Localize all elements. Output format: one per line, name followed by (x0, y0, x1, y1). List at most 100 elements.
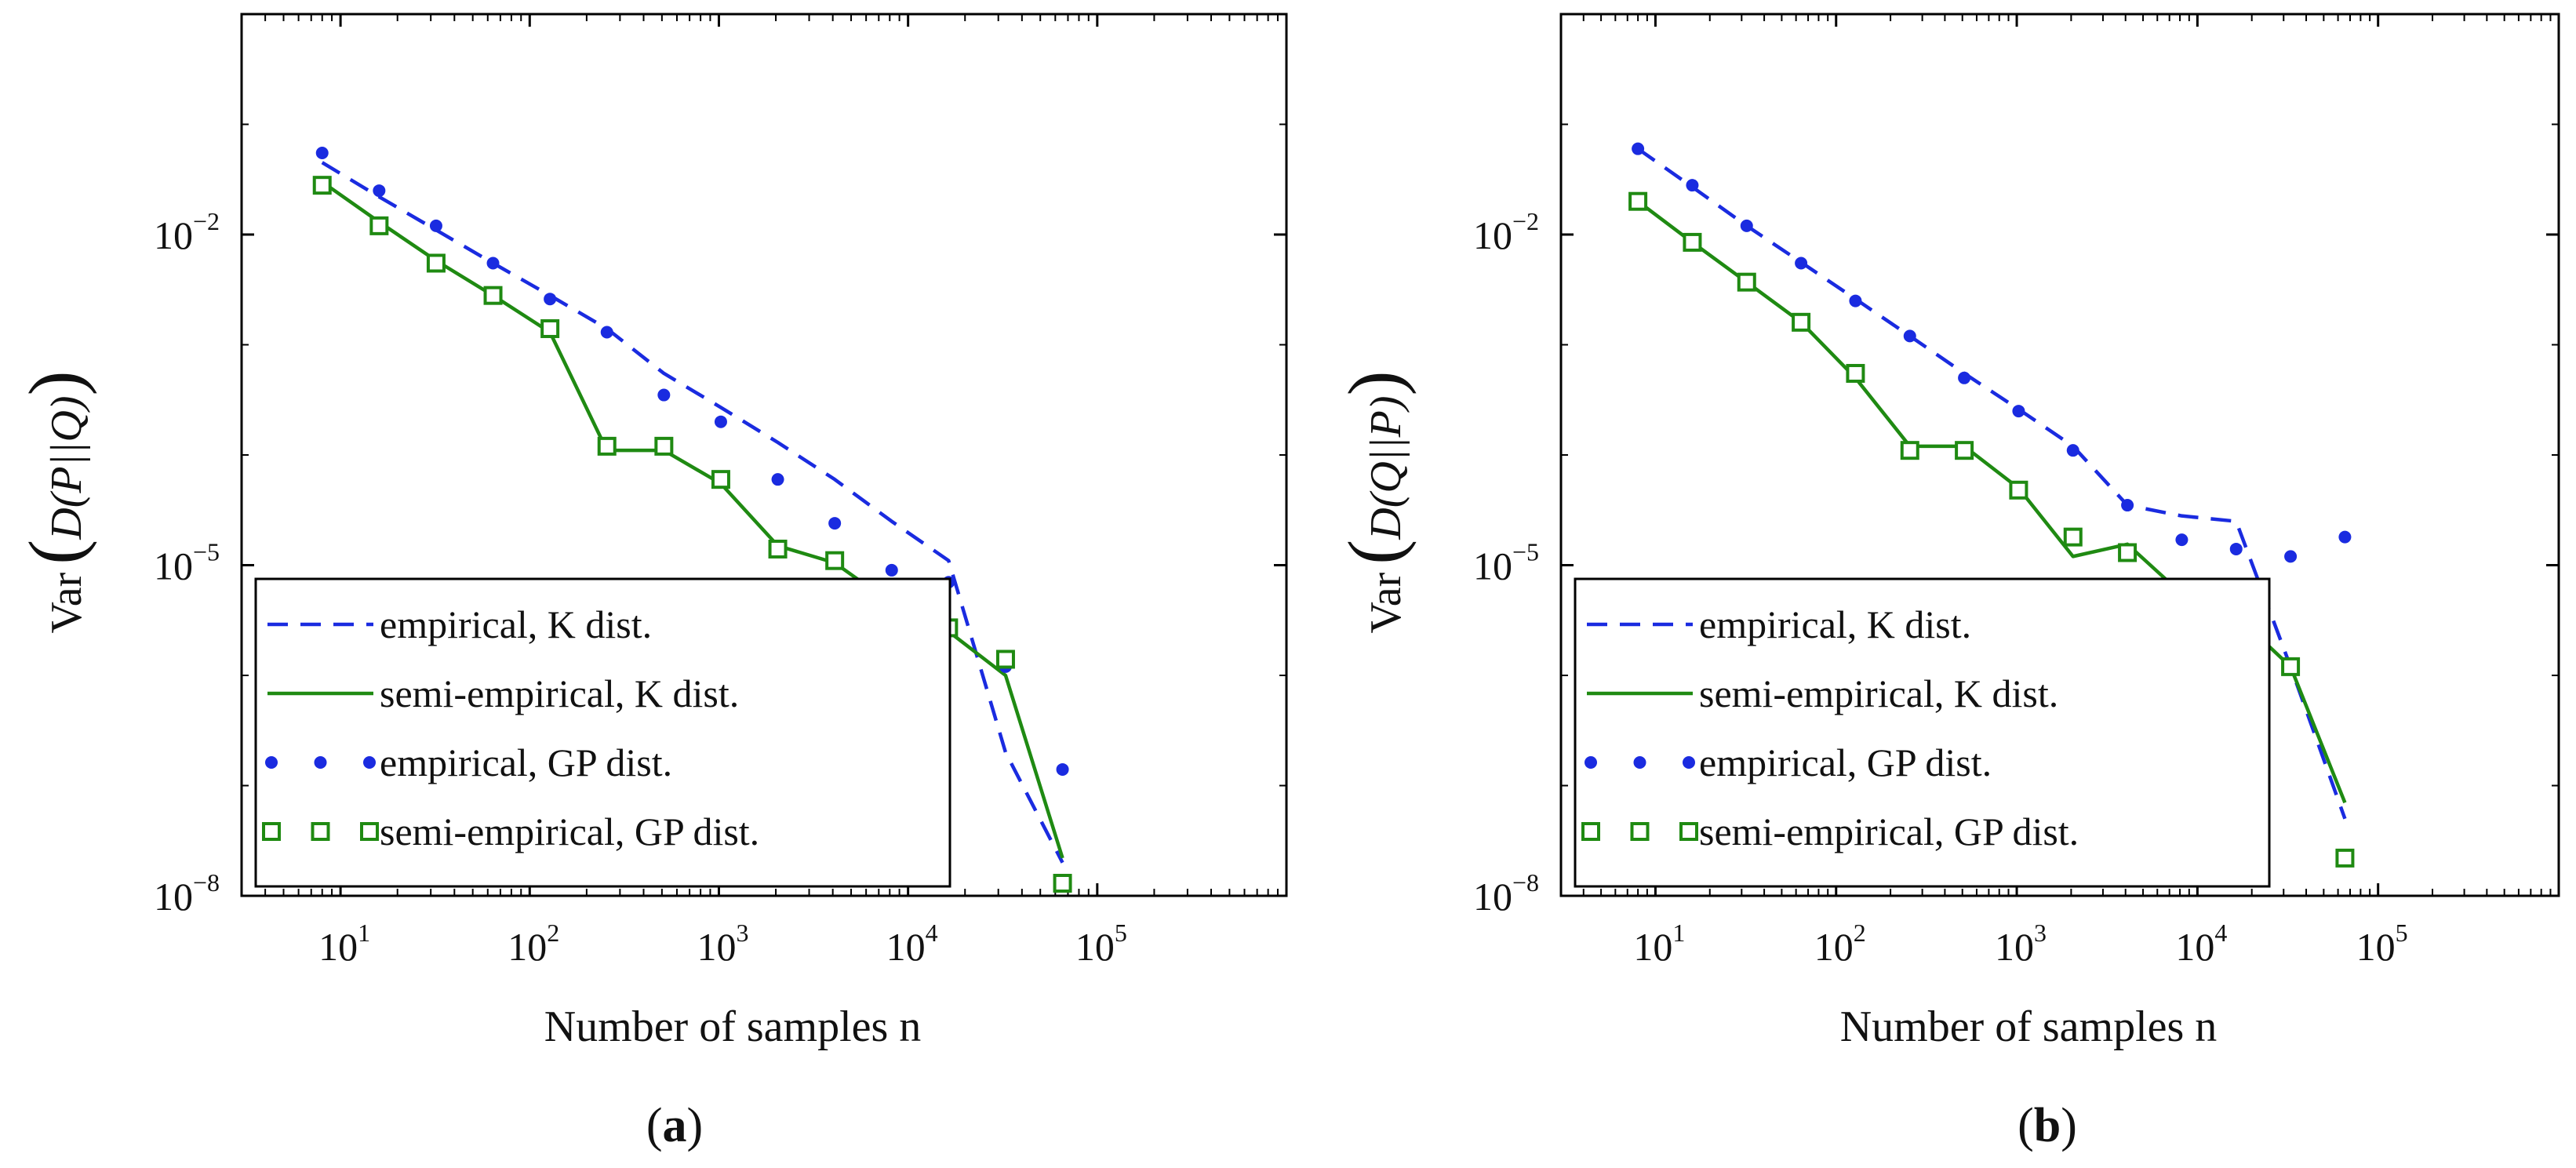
y-axis-label-hat: D (1362, 508, 1410, 540)
y-tick-label: 10−2 (1473, 207, 1539, 257)
legend-swatch-square (262, 822, 281, 841)
semi-empirical-gp-point (654, 436, 674, 456)
empirical-gp-point (771, 473, 784, 486)
legend-frame (1574, 577, 2271, 888)
semi-empirical-gp-point (2063, 527, 2083, 547)
empirical-gp-point (714, 415, 727, 428)
legend-swatch-square (1581, 822, 1600, 841)
semi-empirical-gp-point (2009, 480, 2028, 500)
y-tick-base: 10 (154, 544, 193, 588)
y-tick-base: 10 (154, 213, 193, 257)
x-tick-base: 10 (1995, 925, 2034, 969)
semi-empirical-gp-point (1846, 363, 1865, 383)
semi-empirical-gp-point (2281, 657, 2301, 676)
semi-empirical-gp-point (1737, 272, 1756, 292)
empirical-gp-point (1632, 142, 1645, 155)
y-tick-exponent: −8 (193, 868, 220, 897)
y-tick-label: 10−8 (154, 868, 220, 919)
x-tick-label: 101 (1633, 919, 1685, 969)
empirical-gp-point (1686, 179, 1699, 192)
x-tick-base: 10 (318, 925, 358, 969)
y-tick-base: 10 (1473, 875, 1512, 919)
y-tick-exponent: −2 (193, 207, 220, 235)
semi-empirical-gp-point (1955, 441, 1974, 460)
y-axis-label-args: (Q||P) (1362, 396, 1410, 508)
x-tick-label: 105 (2356, 919, 2408, 969)
semi-empirical-gp-point (768, 539, 788, 559)
x-axis-label: Number of samples n (1840, 1002, 2218, 1051)
empirical-gp-point (486, 257, 500, 270)
empirical-gp-point (2338, 530, 2352, 544)
x-tick-label: 102 (1814, 919, 1866, 969)
x-tick-exponent: 1 (358, 919, 370, 947)
x-axis-label: Number of samples n (544, 1002, 922, 1051)
y-tick-exponent: −2 (1512, 207, 1539, 235)
legend-swatch-dot (265, 756, 278, 769)
panel-label-open: ( (646, 1099, 663, 1152)
y-axis-label-open: ( (13, 540, 97, 565)
semi-empirical-gp-point (369, 216, 389, 235)
y-axis-label-close: ) (13, 371, 97, 396)
plot-area (312, 146, 1072, 893)
legend-swatch-dot (1633, 756, 1646, 769)
semi-empirical-gp-point (1683, 232, 1702, 252)
x-tick-exponent: 3 (736, 919, 748, 947)
x-tick-exponent: 4 (926, 919, 938, 947)
y-tick-label: 10−5 (1473, 538, 1539, 588)
legend-swatch-dot (363, 756, 376, 769)
x-tick-base: 10 (2175, 925, 2214, 969)
empirical-gp-point (885, 563, 898, 577)
x-tick-base: 10 (697, 925, 736, 969)
y-tick-base: 10 (154, 875, 193, 919)
empirical-gp-point (429, 219, 442, 232)
legend-label: semi-empirical, GP dist. (1699, 810, 2079, 853)
legend: empirical, K dist. semi-empirical, K dist… (1574, 577, 2271, 888)
semi-empirical-gp-point (426, 253, 446, 273)
panel-label: (a) (646, 1099, 703, 1152)
empirical-gp-point (1740, 219, 1753, 232)
x-tick-label: 104 (2175, 919, 2227, 969)
y-tick-exponent: −5 (193, 538, 220, 566)
semi-empirical-gp-point (1792, 312, 1811, 332)
panel-label-letter: a (663, 1099, 687, 1152)
x-tick-base: 10 (886, 925, 926, 969)
semi-empirical-gp-point (2335, 848, 2355, 868)
semi-empirical-gp-point (711, 470, 730, 489)
y-axis-label: Var (D(P||Q)) (13, 371, 97, 634)
x-tick-label: 102 (508, 919, 559, 969)
legend-swatch-square (1630, 822, 1650, 841)
panel-label-letter: b (2034, 1099, 2061, 1152)
series-empirical-k-line (1636, 147, 2347, 820)
x-tick-exponent: 2 (1854, 919, 1866, 947)
empirical-gp-point (2066, 444, 2079, 457)
legend: empirical, K dist. semi-empirical, K dist… (254, 577, 951, 888)
x-tick-exponent: 5 (2396, 919, 2408, 947)
empirical-gp-point (2284, 550, 2298, 563)
y-axis-label-close: ) (1333, 371, 1417, 396)
empirical-gp-point (828, 517, 842, 530)
semi-empirical-gp-point (597, 436, 617, 456)
panel-label-close: ) (2061, 1099, 2077, 1152)
empirical-gp-point (1958, 371, 1971, 384)
y-axis-label: Var (D(Q||P)) (1333, 371, 1417, 634)
semi-empirical-gp-point (1053, 873, 1072, 893)
legend-swatch-square (311, 822, 330, 841)
x-tick-label: 103 (697, 919, 748, 969)
y-axis-label-args: (P||Q) (42, 396, 91, 508)
legend-label: empirical, GP dist. (1699, 740, 1992, 784)
empirical-gp-point (544, 293, 557, 306)
semi-empirical-gp-point (825, 551, 845, 570)
x-tick-base: 10 (1075, 925, 1115, 969)
legend-swatch-dot (314, 756, 327, 769)
x-tick-exponent: 2 (547, 919, 559, 947)
x-tick-base: 10 (2356, 925, 2396, 969)
panel-label: (b) (2018, 1099, 2077, 1152)
y-tick-base: 10 (1473, 213, 1512, 257)
empirical-gp-point (1903, 329, 1916, 343)
empirical-gp-point (657, 388, 671, 402)
y-tick-label: 10−8 (1473, 868, 1539, 919)
empirical-gp-point (2012, 405, 2025, 418)
empirical-gp-point (1849, 294, 1862, 307)
semi-empirical-gp-point (995, 649, 1015, 669)
